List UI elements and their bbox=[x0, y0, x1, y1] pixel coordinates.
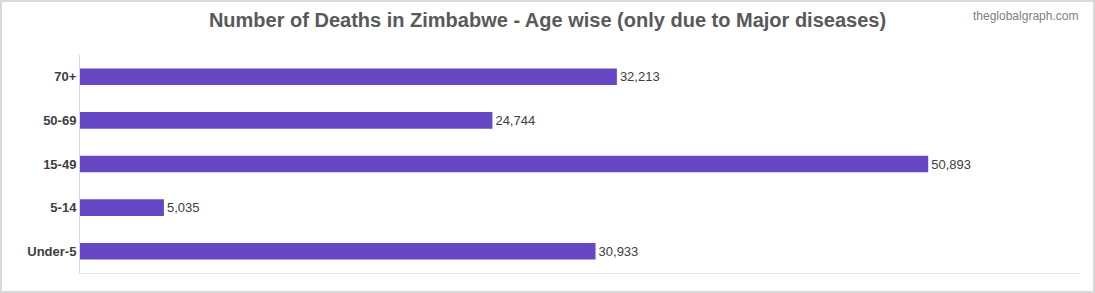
svg-text:5,035: 5,035 bbox=[167, 200, 200, 215]
svg-text:15-49: 15-49 bbox=[43, 157, 76, 172]
svg-text:theglobalgraph.com: theglobalgraph.com bbox=[973, 9, 1078, 23]
svg-text:70+: 70+ bbox=[54, 69, 76, 84]
svg-text:32,213: 32,213 bbox=[620, 69, 660, 84]
svg-text:50-69: 50-69 bbox=[43, 113, 76, 128]
svg-text:50,893: 50,893 bbox=[931, 157, 971, 172]
svg-text:24,744: 24,744 bbox=[495, 113, 535, 128]
svg-text:Number of Deaths in Zimbabwe -: Number of Deaths in Zimbabwe - Age wise … bbox=[209, 9, 886, 31]
svg-text:5-14: 5-14 bbox=[50, 200, 77, 215]
svg-text:30,933: 30,933 bbox=[599, 244, 639, 259]
svg-text:Under-5: Under-5 bbox=[27, 244, 76, 259]
